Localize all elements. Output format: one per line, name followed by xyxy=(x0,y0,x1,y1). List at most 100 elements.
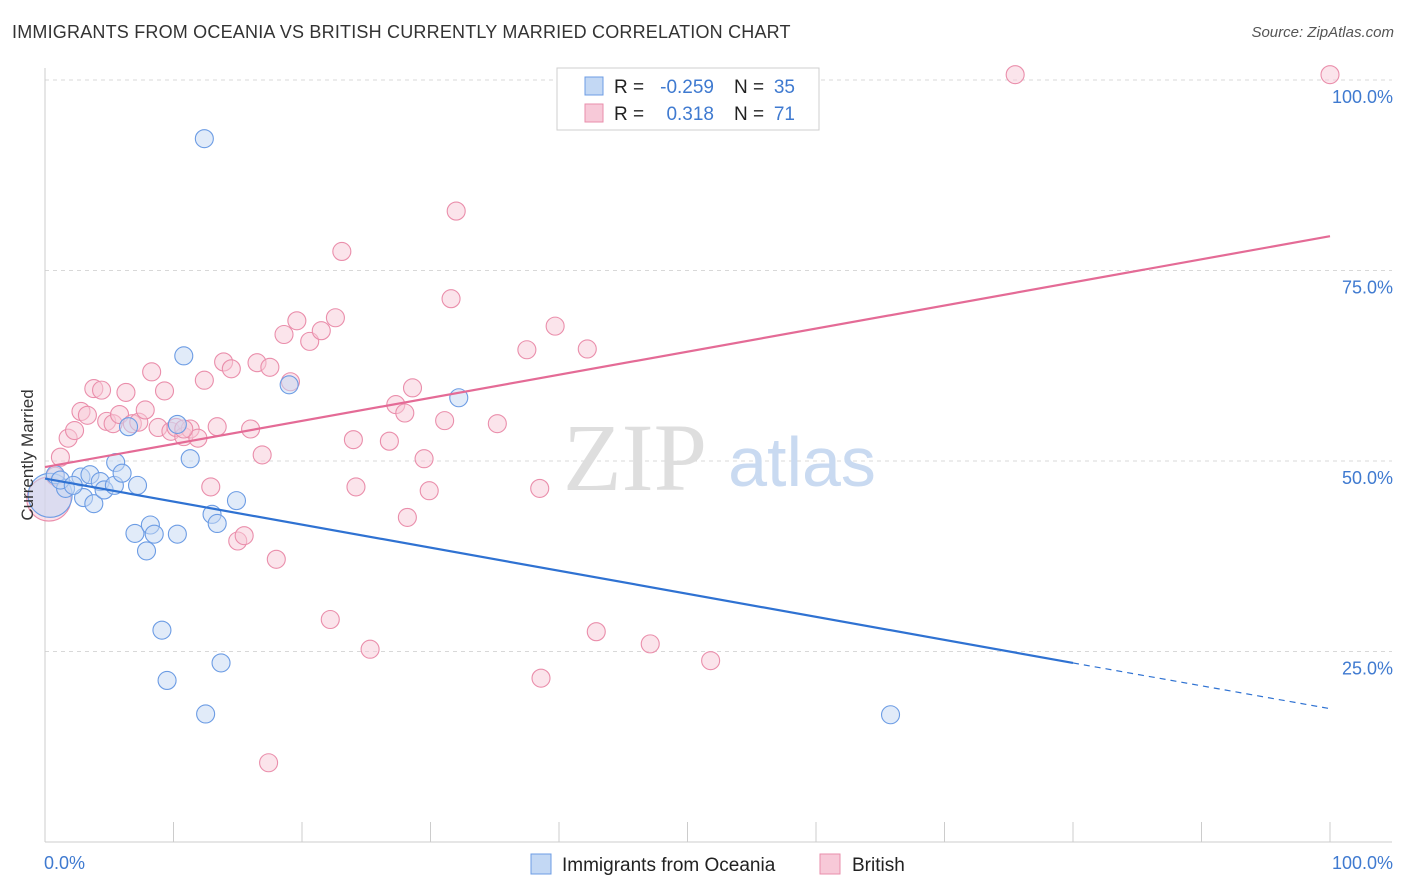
british-point xyxy=(441,289,461,309)
watermark: ZIP atlas xyxy=(563,404,876,511)
british-point xyxy=(259,753,279,773)
british-point xyxy=(234,526,254,546)
british-point xyxy=(531,668,551,688)
legend-swatch-british xyxy=(584,103,604,123)
british-point xyxy=(91,380,112,400)
legend-r-label-oceania: R = xyxy=(614,77,644,98)
oceania-point xyxy=(157,670,177,691)
british-point xyxy=(446,201,466,221)
british-point xyxy=(332,241,352,261)
oceania-point xyxy=(194,129,214,149)
axis-layer: 25.0% 50.0% 75.0% 100.0% 0.0% 100.0% xyxy=(44,68,1393,873)
british-point xyxy=(577,339,597,359)
trend-lines xyxy=(44,235,1331,710)
british-point xyxy=(360,639,380,659)
y-tick-label: 50.0% xyxy=(1342,468,1393,488)
bottom-legend-label-oceania: Immigrants from Oceania xyxy=(562,855,776,876)
british-point xyxy=(517,340,537,360)
legend-n-label-oceania: N = xyxy=(734,77,764,98)
oceania-point xyxy=(152,620,172,640)
y-tick-label: 75.0% xyxy=(1342,278,1393,298)
y-tick-label: 25.0% xyxy=(1342,659,1393,679)
british-point xyxy=(640,634,660,654)
y-tick-label: 100.0% xyxy=(1332,87,1393,107)
british-point xyxy=(402,378,423,398)
british-point xyxy=(1005,65,1025,85)
british-point xyxy=(207,417,227,437)
british-point xyxy=(77,405,97,425)
oceania-point xyxy=(180,449,200,469)
british-point xyxy=(487,414,507,434)
watermark-zip: ZIP xyxy=(563,404,707,511)
oceania-point xyxy=(174,346,194,366)
series-legend: Immigrants from Oceania British xyxy=(530,853,905,876)
oceania-point xyxy=(144,524,164,544)
british-point xyxy=(287,311,307,331)
british-point xyxy=(414,449,434,469)
oceania-point xyxy=(211,653,231,673)
oceania-trend-line xyxy=(44,477,1074,665)
british-point xyxy=(346,477,366,497)
british-point xyxy=(395,403,415,423)
british-trend-line xyxy=(44,235,1331,469)
y-axis-label: Currently Married xyxy=(18,389,37,520)
british-point xyxy=(252,445,272,465)
british-point xyxy=(379,431,399,451)
british-point xyxy=(65,420,85,441)
source-label: Source: ZipAtlas.com xyxy=(1251,24,1394,41)
british-point xyxy=(154,381,175,401)
oceania-point xyxy=(112,463,132,483)
british-point xyxy=(343,430,363,450)
stats-legend: R = -0.259 N = 35 R = 0.318 N = 71 xyxy=(556,67,820,131)
british-point xyxy=(221,359,241,379)
british-point xyxy=(201,477,221,497)
british-point xyxy=(194,370,214,390)
legend-n-label-british: N = xyxy=(734,104,764,125)
legend-n-value-british: 71 xyxy=(774,104,795,125)
chart-title: IMMIGRANTS FROM OCEANIA VS BRITISH CURRE… xyxy=(12,22,791,42)
british-point xyxy=(135,400,155,420)
oceania-point xyxy=(118,417,139,437)
british-point xyxy=(545,316,565,336)
oceania-point xyxy=(880,705,901,725)
oceania-point xyxy=(136,541,157,561)
legend-n-value-oceania: 35 xyxy=(774,77,795,98)
british-point xyxy=(530,478,550,498)
oceania-point xyxy=(167,524,187,544)
oceania-point xyxy=(167,414,187,434)
oceania-points xyxy=(27,129,901,725)
oceania-point xyxy=(196,704,216,724)
legend-swatch-oceania xyxy=(584,76,604,96)
british-point xyxy=(142,362,162,382)
british-point xyxy=(274,324,294,345)
watermark-atlas: atlas xyxy=(728,423,876,501)
oceania-point xyxy=(226,491,247,511)
legend-r-value-oceania: -0.259 xyxy=(660,77,714,98)
bottom-legend-swatch-oceania xyxy=(530,853,552,875)
british-point xyxy=(116,382,136,402)
bottom-legend-swatch-british xyxy=(819,853,841,875)
british-point xyxy=(435,411,455,431)
british-point xyxy=(260,357,280,377)
british-point xyxy=(1320,65,1340,85)
british-point xyxy=(701,651,721,671)
oceania-point xyxy=(207,513,227,534)
legend-r-value-british: 0.318 xyxy=(666,104,714,125)
x-tick-label: 0.0% xyxy=(44,853,85,873)
british-point xyxy=(266,549,286,569)
x-tick-label: 100.0% xyxy=(1332,853,1393,873)
british-point xyxy=(311,321,331,341)
british-point xyxy=(325,308,345,328)
british-point xyxy=(50,447,70,467)
bottom-legend-label-british: British xyxy=(852,855,905,876)
british-point xyxy=(586,622,606,642)
british-point xyxy=(397,507,417,527)
british-point xyxy=(419,481,439,501)
british-point xyxy=(320,609,340,630)
legend-r-label-british: R = xyxy=(614,104,644,125)
oceania-point xyxy=(84,494,104,514)
oceania-trend-extension xyxy=(1072,662,1331,710)
oceania-point xyxy=(279,375,299,395)
oceania-point xyxy=(127,475,148,495)
